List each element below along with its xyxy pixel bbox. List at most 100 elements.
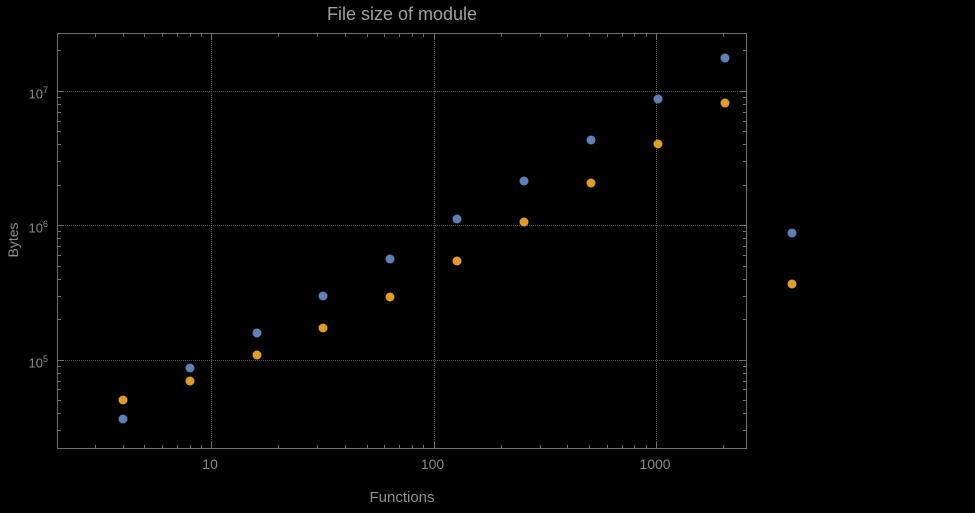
- y-major-tick: [740, 90, 746, 92]
- x-minor-tick: [161, 445, 163, 448]
- y-minor-tick: [743, 161, 746, 163]
- x-minor-tick: [94, 445, 96, 448]
- y-tick-label: 107: [0, 82, 48, 102]
- x-major-tick: [656, 34, 657, 40]
- x-major-tick: [433, 34, 435, 40]
- x-minor-tick: [423, 34, 425, 37]
- x-minor-tick: [567, 34, 569, 37]
- y-tick-base: 10: [28, 354, 43, 370]
- y-minor-tick: [58, 389, 61, 391]
- x-minor-tick: [384, 34, 386, 37]
- x-minor-tick: [176, 34, 178, 37]
- x-minor-tick: [399, 445, 401, 448]
- x-minor-tick: [722, 445, 724, 448]
- x-minor-tick: [317, 445, 319, 448]
- x-minor-tick: [176, 445, 178, 448]
- data-point-orange: [720, 98, 730, 107]
- x-minor-tick: [539, 34, 541, 37]
- y-tick-label: 105: [0, 351, 48, 371]
- x-tick-label: 100: [420, 456, 445, 472]
- data-point-blue: [385, 254, 395, 264]
- y-minor-tick: [58, 246, 61, 248]
- y-minor-tick: [743, 380, 746, 382]
- data-point-orange: [586, 178, 596, 188]
- x-minor-tick: [412, 34, 413, 37]
- x-minor-tick: [278, 34, 279, 37]
- x-minor-tick: [621, 34, 623, 37]
- x-minor-tick: [122, 445, 124, 448]
- y-minor-tick: [58, 184, 61, 186]
- data-point-orange: [318, 323, 328, 333]
- x-tick-label: 10: [202, 456, 218, 472]
- x-minor-tick: [606, 445, 608, 448]
- x-major-tick: [656, 442, 657, 448]
- x-minor-tick: [722, 34, 724, 37]
- data-point-orange: [653, 139, 663, 149]
- x-minor-tick: [200, 445, 202, 448]
- y-minor-tick: [58, 111, 61, 113]
- y-minor-tick: [58, 120, 61, 122]
- y-minor-tick: [743, 238, 746, 240]
- y-major-tick: [58, 90, 64, 92]
- x-minor-tick: [539, 445, 541, 448]
- y-minor-tick: [743, 111, 746, 113]
- x-minor-tick: [500, 445, 502, 448]
- x-minor-tick: [366, 445, 368, 448]
- x-minor-tick: [317, 34, 319, 37]
- y-minor-tick: [743, 400, 746, 402]
- x-minor-tick: [589, 445, 590, 448]
- data-point-blue: [252, 328, 261, 338]
- y-minor-tick: [58, 400, 61, 402]
- y-minor-tick: [743, 131, 746, 133]
- y-minor-tick: [743, 319, 746, 321]
- y-tick-base: 10: [28, 86, 43, 102]
- y-minor-tick: [58, 372, 61, 374]
- y-minor-tick: [58, 103, 61, 105]
- x-minor-tick: [366, 34, 368, 37]
- y-gridline: [58, 359, 746, 361]
- x-major-tick: [211, 34, 213, 40]
- y-minor-tick: [743, 231, 746, 233]
- data-point-orange: [252, 350, 261, 360]
- y-minor-tick: [58, 255, 61, 257]
- y-minor-tick: [743, 278, 746, 280]
- y-tick-label: 106: [0, 216, 48, 236]
- x-minor-tick: [412, 445, 413, 448]
- y-minor-tick: [58, 238, 61, 240]
- y-major-tick: [58, 225, 64, 227]
- chart-title: File size of module: [326, 4, 478, 24]
- data-point-orange: [185, 376, 194, 386]
- x-minor-tick: [189, 34, 191, 37]
- y-gridline: [58, 225, 746, 227]
- data-point-blue: [185, 363, 194, 373]
- x-axis-label: Functions: [369, 489, 435, 506]
- y-minor-tick: [58, 319, 61, 321]
- y-minor-tick: [58, 144, 61, 146]
- y-minor-tick: [743, 429, 746, 431]
- y-major-tick: [740, 225, 746, 227]
- data-point-blue: [318, 291, 328, 300]
- x-minor-tick: [567, 445, 569, 448]
- x-minor-tick: [144, 445, 146, 448]
- data-point-orange: [118, 395, 128, 405]
- y-minor-tick: [743, 295, 746, 297]
- y-minor-tick: [743, 184, 746, 186]
- y-minor-tick: [743, 120, 746, 122]
- y-minor-tick: [743, 255, 746, 257]
- x-major-tick: [433, 442, 435, 448]
- data-point-blue: [519, 176, 529, 186]
- y-minor-tick: [58, 380, 61, 382]
- x-gridline: [433, 34, 435, 448]
- data-point-blue: [118, 414, 128, 424]
- x-minor-tick: [345, 34, 346, 37]
- y-tick-exponent: 6: [42, 219, 48, 230]
- x-minor-tick: [634, 34, 636, 37]
- y-minor-tick: [58, 429, 61, 431]
- x-tick-label: 1000: [639, 456, 671, 472]
- y-minor-tick: [743, 50, 746, 52]
- y-minor-tick: [58, 50, 61, 52]
- plot-area: [57, 33, 797, 449]
- y-tick-exponent: 7: [42, 84, 48, 95]
- x-major-tick: [211, 442, 213, 448]
- y-minor-tick: [58, 161, 61, 163]
